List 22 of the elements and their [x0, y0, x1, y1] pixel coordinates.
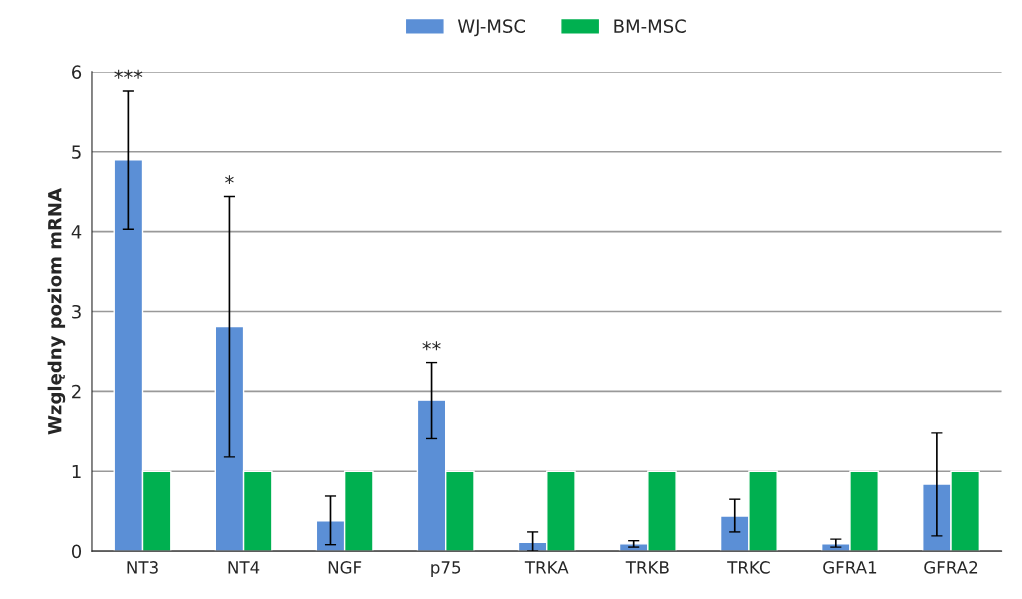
- legend-label: BM-MSC: [614, 19, 686, 33]
- x-tick-label: GFRA2: [924, 561, 978, 574]
- x-tick-label: GFRA1: [823, 561, 877, 574]
- x-tick-label: NGF: [328, 561, 362, 574]
- y-tick-label: 1: [72, 464, 81, 479]
- y-tick-label: 5: [72, 145, 81, 159]
- annotation: ***: [114, 69, 143, 79]
- x-tick-label: NT3: [127, 561, 158, 574]
- y-tick-label: 4: [71, 225, 82, 239]
- y-tick-label: 3: [72, 304, 81, 319]
- y-tick-label: 2: [72, 384, 81, 399]
- y-tick-label: 6: [72, 65, 82, 79]
- x-tick-label: TRKA: [524, 561, 569, 574]
- annotation: **: [422, 341, 441, 351]
- annotation: *: [225, 175, 234, 185]
- x-tick-label: p75: [431, 561, 461, 577]
- x-tick-label: TRKC: [727, 561, 770, 574]
- x-tick-label: TRKB: [625, 561, 669, 574]
- legend-label: WJ-MSC: [457, 19, 526, 37]
- x-tick-label: NT4: [228, 561, 260, 574]
- y-axis-title: Względny poziom mRNA: [47, 188, 66, 435]
- y-tick-label: 0: [71, 544, 82, 559]
